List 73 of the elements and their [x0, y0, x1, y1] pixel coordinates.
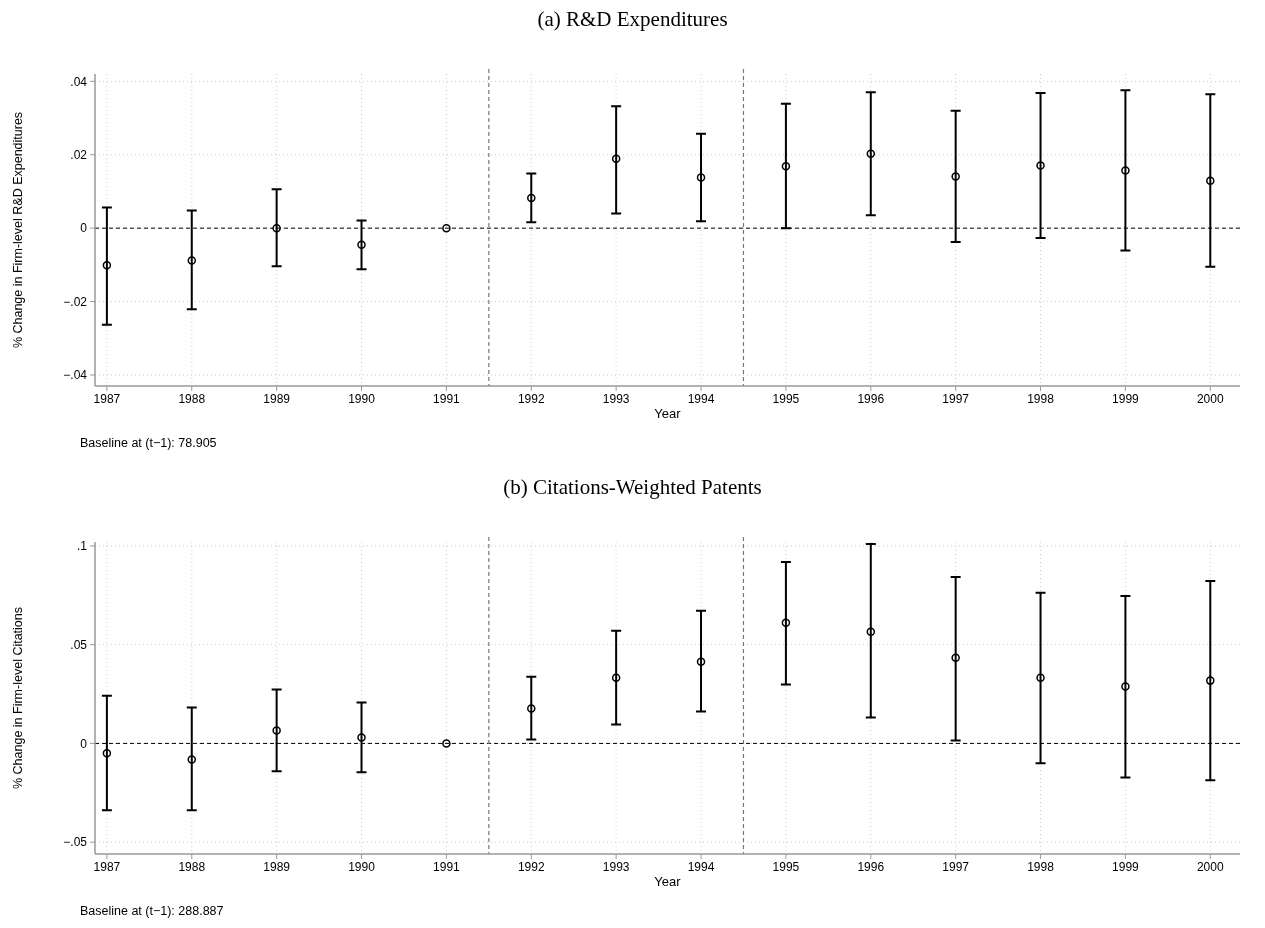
y-tick-label: .05	[70, 637, 88, 652]
point	[187, 755, 197, 764]
x-tick-label: 1990	[348, 392, 376, 406]
y-tick-label: 0	[80, 221, 88, 236]
point	[272, 223, 281, 233]
x-tick-label: 1991	[433, 392, 461, 406]
point	[527, 704, 536, 713]
x-tick-label: 1991	[433, 860, 461, 874]
point	[527, 193, 536, 203]
x-tick-label: 1998	[1027, 392, 1055, 406]
x-tick-label: 1989	[263, 392, 291, 406]
y-tick-label: −.05	[63, 835, 88, 850]
y-tick-label: .04	[70, 74, 88, 89]
point	[1036, 161, 1045, 170]
point	[1206, 176, 1215, 186]
x-tick-label: 1989	[263, 860, 291, 874]
y-tick-label: .1	[76, 539, 88, 554]
x-tick-label: 1995	[772, 392, 800, 406]
x-tick-label: 1998	[1027, 860, 1055, 874]
point	[442, 739, 451, 748]
point	[1121, 682, 1130, 691]
x-axis-title: Year	[654, 874, 682, 889]
point	[696, 173, 706, 182]
x-tick-label: 1995	[772, 860, 800, 874]
x-tick-label: 1996	[857, 392, 885, 406]
point	[951, 172, 960, 181]
point	[1036, 673, 1045, 682]
x-tick-label: 1999	[1112, 392, 1140, 406]
chart-title: (a) R&D Expenditures	[537, 7, 728, 31]
x-tick-label: 1990	[348, 860, 376, 874]
text: Baseline at (t−1): 78.905	[80, 436, 217, 450]
x-tick-label: 1994	[687, 392, 715, 406]
x-tick-label: 1988	[178, 860, 206, 874]
point	[866, 627, 876, 636]
x-tick-label: 1992	[517, 860, 545, 874]
y-tick-label: −.04	[63, 368, 88, 383]
chart-title: (b) Citations-Weighted Patents	[503, 475, 762, 499]
point	[102, 749, 112, 758]
x-tick-label: 1996	[857, 860, 885, 874]
point	[611, 154, 621, 164]
x-tick-label: 1993	[602, 860, 630, 874]
point	[102, 260, 112, 270]
x-tick-label: 1999	[1112, 860, 1140, 874]
point	[781, 618, 791, 628]
point	[696, 657, 706, 666]
y-tick-label: 0	[80, 736, 88, 751]
point	[951, 653, 960, 662]
y-axis-title: % Change in Firm-level R&D Expenditures	[11, 111, 25, 349]
point	[1206, 676, 1215, 685]
x-tick-label: 1997	[942, 392, 970, 406]
point	[611, 673, 621, 682]
y-axis-title: % Change in Firm-level Citations	[11, 606, 25, 790]
point	[357, 733, 366, 742]
x-tick-label: 1992	[517, 392, 545, 406]
x-tick-label: 1987	[93, 860, 121, 874]
x-tick-label: 1987	[93, 392, 121, 406]
point	[1121, 166, 1130, 175]
x-tick-label: 1993	[602, 392, 630, 406]
x-tick-label: 1997	[942, 860, 970, 874]
x-tick-label: 1994	[687, 860, 715, 874]
x-tick-label: 1988	[178, 392, 206, 406]
point	[781, 161, 791, 171]
x-axis-title: Year	[654, 406, 682, 421]
y-tick-label: .02	[70, 147, 88, 162]
point	[442, 223, 451, 233]
point	[866, 149, 876, 158]
point	[272, 726, 281, 735]
x-tick-label: 2000	[1196, 392, 1224, 406]
point	[187, 256, 197, 265]
x-tick-label: 2000	[1196, 860, 1224, 874]
y-tick-label: −.02	[63, 294, 88, 309]
point	[357, 240, 366, 249]
text: Baseline at (t−1): 288.887	[80, 904, 224, 918]
